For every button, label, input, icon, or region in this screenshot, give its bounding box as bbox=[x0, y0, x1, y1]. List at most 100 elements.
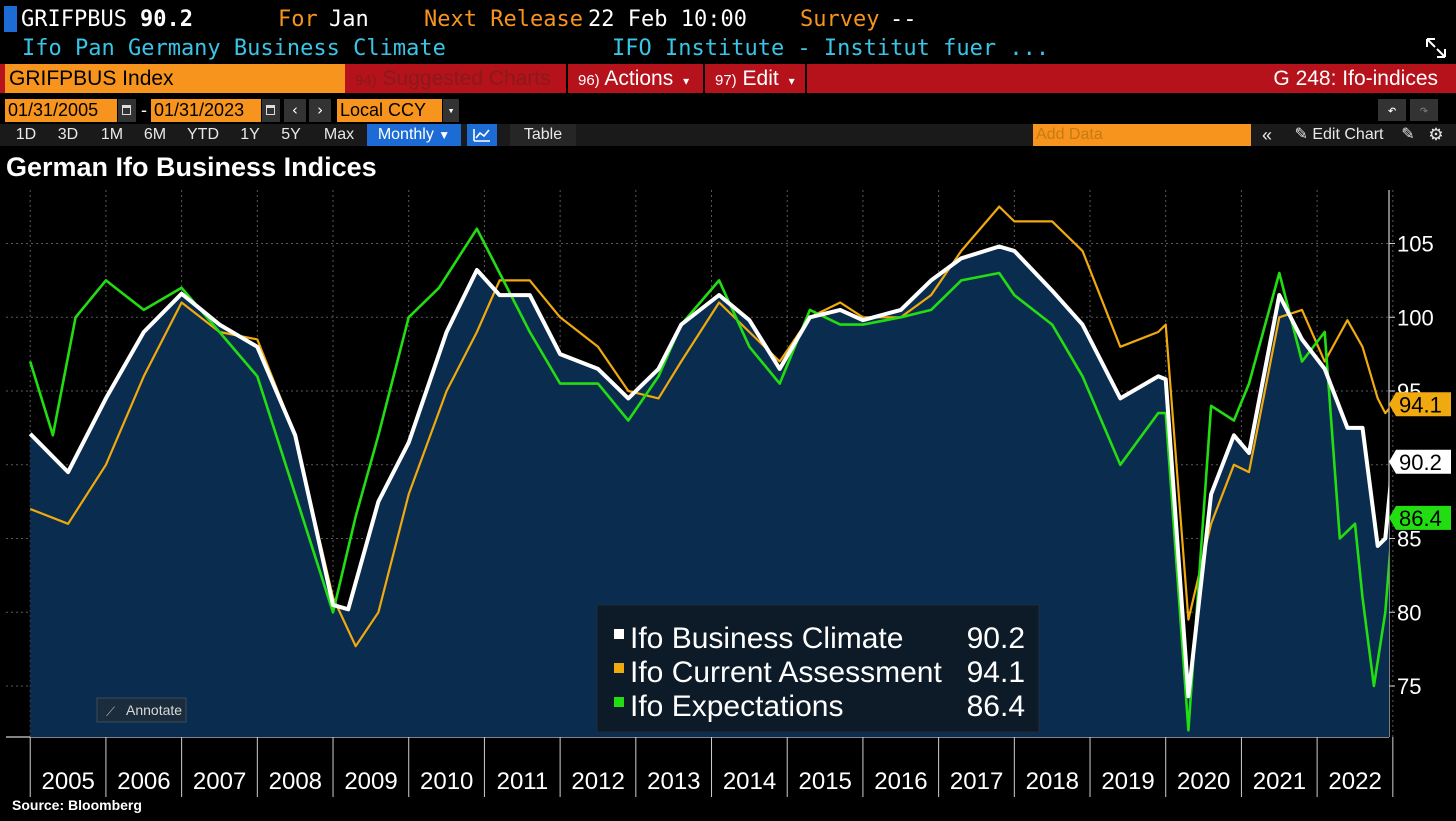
start-date-field[interactable]: 01/31/2005 bbox=[5, 99, 117, 122]
next-release-label: Next Release bbox=[424, 7, 583, 32]
x-tick-label: 2011 bbox=[497, 768, 549, 795]
last-value-tag-shape bbox=[1389, 449, 1451, 474]
x-tick-label: 2016 bbox=[874, 768, 927, 795]
next-release-value: 22 Feb 10:00 bbox=[588, 7, 747, 32]
x-tick-label: 2020 bbox=[1177, 768, 1230, 795]
period-1m[interactable]: 1M bbox=[100, 126, 124, 143]
start-date-value: 01/31/2005 bbox=[8, 100, 99, 120]
legend-swatch-expectations bbox=[614, 697, 624, 707]
security-description-row: Ifo Pan Germany Business Climate IFO Ins… bbox=[0, 36, 1456, 62]
for-label: For bbox=[278, 7, 318, 32]
start-calendar-icon[interactable] bbox=[118, 99, 136, 122]
y-tick-label: 85 bbox=[1397, 527, 1421, 552]
last-value-tag-text: 90.2 bbox=[1399, 450, 1442, 475]
collapse-icon[interactable]: « bbox=[1261, 125, 1272, 145]
suggested-charts-label: Suggested Charts bbox=[382, 67, 551, 90]
frequency-value: Monthly bbox=[377, 126, 434, 143]
x-tick-label: 2018 bbox=[1026, 768, 1079, 795]
source-organization: IFO Institute - Institut fuer ... bbox=[612, 36, 1050, 61]
legend-entry-expectations: Ifo Expectations 86.4 bbox=[614, 690, 1025, 723]
legend-value-current: 94.1 bbox=[967, 656, 1025, 689]
source-note: Source: Bloomberg bbox=[12, 797, 142, 813]
legend-label-climate: Ifo Business Climate bbox=[630, 622, 903, 655]
page-id: G 248: Ifo-indices bbox=[1273, 67, 1438, 90]
last-value-tag-text: 86.4 bbox=[1399, 506, 1442, 531]
survey-value: -- bbox=[890, 7, 917, 32]
x-tick-label: 2019 bbox=[1101, 768, 1154, 795]
chart-edit-icon[interactable]: ✎ bbox=[1401, 126, 1415, 143]
x-axis-labels: 2005 2006 2007 2008 2009 2010 2011 2012 2013 2014… bbox=[29, 737, 1394, 797]
gear-icon[interactable]: ⚙ bbox=[1428, 125, 1444, 144]
x-tick-label: 2006 bbox=[117, 768, 170, 795]
for-value: Jan bbox=[329, 7, 369, 32]
expectations-line bbox=[28, 227, 1389, 732]
end-calendar-icon[interactable] bbox=[262, 99, 280, 122]
period-1y[interactable]: 1Y bbox=[240, 126, 260, 143]
legend-label-expectations: Ifo Expectations bbox=[630, 690, 843, 723]
add-data-placeholder: Add Data bbox=[1036, 126, 1103, 143]
x-tick-label: 2022 bbox=[1328, 768, 1381, 795]
last-value-tag-shape bbox=[1389, 505, 1451, 530]
legend-label-current: Ifo Current Assessment bbox=[630, 656, 942, 689]
actions-button[interactable]: 96) Actions ▾ bbox=[570, 64, 705, 93]
legend-swatch-current bbox=[614, 663, 624, 673]
next-period-button[interactable]: › bbox=[309, 99, 331, 122]
security-header: GRIFPBUS 90.2 For Jan Next Release 22 Fe… bbox=[0, 4, 1456, 36]
edit-button[interactable]: 97) Edit ▾ bbox=[707, 64, 807, 93]
add-data-input[interactable]: Add Data bbox=[1033, 124, 1251, 146]
x-tick-label: 2010 bbox=[420, 768, 473, 795]
function-toolbar: GRIFPBUS Index 94) Suggested Charts 96) … bbox=[0, 64, 1456, 93]
actions-num: 96) bbox=[578, 72, 600, 89]
legend-entry-climate: Ifo Business Climate 90.2 bbox=[614, 622, 1025, 655]
prev-period-button[interactable]: ‹ bbox=[284, 99, 306, 122]
survey-label: Survey bbox=[800, 7, 880, 32]
expand-icon[interactable] bbox=[1424, 36, 1448, 60]
edit-chart-button[interactable]: ✎ Edit Chart bbox=[1284, 124, 1394, 146]
legend-box bbox=[596, 604, 1040, 733]
ticker-label: GRIFPBUS bbox=[21, 7, 127, 32]
series-lines bbox=[28, 205, 1389, 732]
last-value-tag-shape bbox=[1389, 392, 1451, 417]
current-last-tag: 94.1 bbox=[1389, 392, 1451, 417]
x-tick-label: 2013 bbox=[647, 768, 700, 795]
edit-caret-icon: ▾ bbox=[788, 74, 795, 88]
period-5y[interactable]: 5Y bbox=[281, 126, 301, 143]
period-1d[interactable]: 1D bbox=[15, 126, 37, 143]
y-tick-label: 75 bbox=[1397, 674, 1421, 699]
legend-value-climate: 90.2 bbox=[967, 622, 1025, 655]
redo-button[interactable]: ↷ bbox=[1410, 99, 1438, 121]
climate-area-fill bbox=[30, 246, 1389, 737]
currency-select[interactable]: Local CCY bbox=[337, 99, 442, 122]
period-6m[interactable]: 6M bbox=[143, 126, 167, 143]
security-field[interactable]: GRIFPBUS Index bbox=[5, 64, 345, 93]
chart-title: German Ifo Business Indices bbox=[6, 152, 377, 182]
frequency-select[interactable]: Monthly ▼ bbox=[367, 124, 461, 146]
edit-num: 97) bbox=[715, 72, 737, 89]
suggested-charts-num: 94) bbox=[355, 72, 377, 89]
y-tick-label: 100 bbox=[1397, 305, 1434, 330]
table-button[interactable]: Table bbox=[510, 124, 576, 146]
expectations-last-tag: 86.4 bbox=[1389, 506, 1451, 531]
x-tick-label: 2014 bbox=[723, 768, 776, 795]
period-3d[interactable]: 3D bbox=[57, 126, 79, 143]
annotate-button[interactable]: ⟋ Annotate bbox=[96, 697, 187, 723]
end-date-field[interactable]: 01/31/2023 bbox=[151, 99, 261, 122]
x-tick-label: 2021 bbox=[1253, 768, 1306, 795]
undo-button[interactable]: ↶ bbox=[1378, 99, 1406, 121]
currency-caret-icon[interactable]: ▾ bbox=[443, 99, 459, 122]
range-dash: - bbox=[141, 100, 147, 120]
x-tick-label: 2005 bbox=[42, 768, 95, 795]
header-marker bbox=[4, 6, 17, 32]
y-tick-label: 105 bbox=[1397, 232, 1434, 257]
x-tick-label: 2017 bbox=[950, 768, 1003, 795]
actions-caret-icon: ▾ bbox=[683, 74, 690, 88]
period-ytd[interactable]: YTD bbox=[187, 126, 219, 143]
legend-value-expectations: 86.4 bbox=[967, 690, 1025, 723]
line-chart-icon[interactable] bbox=[467, 124, 497, 146]
x-tick-label: 2015 bbox=[799, 768, 852, 795]
suggested-charts-button[interactable]: 94) Suggested Charts bbox=[347, 64, 568, 93]
period-max[interactable]: Max bbox=[323, 126, 355, 143]
pencil-icon: ✎ bbox=[1294, 126, 1308, 143]
